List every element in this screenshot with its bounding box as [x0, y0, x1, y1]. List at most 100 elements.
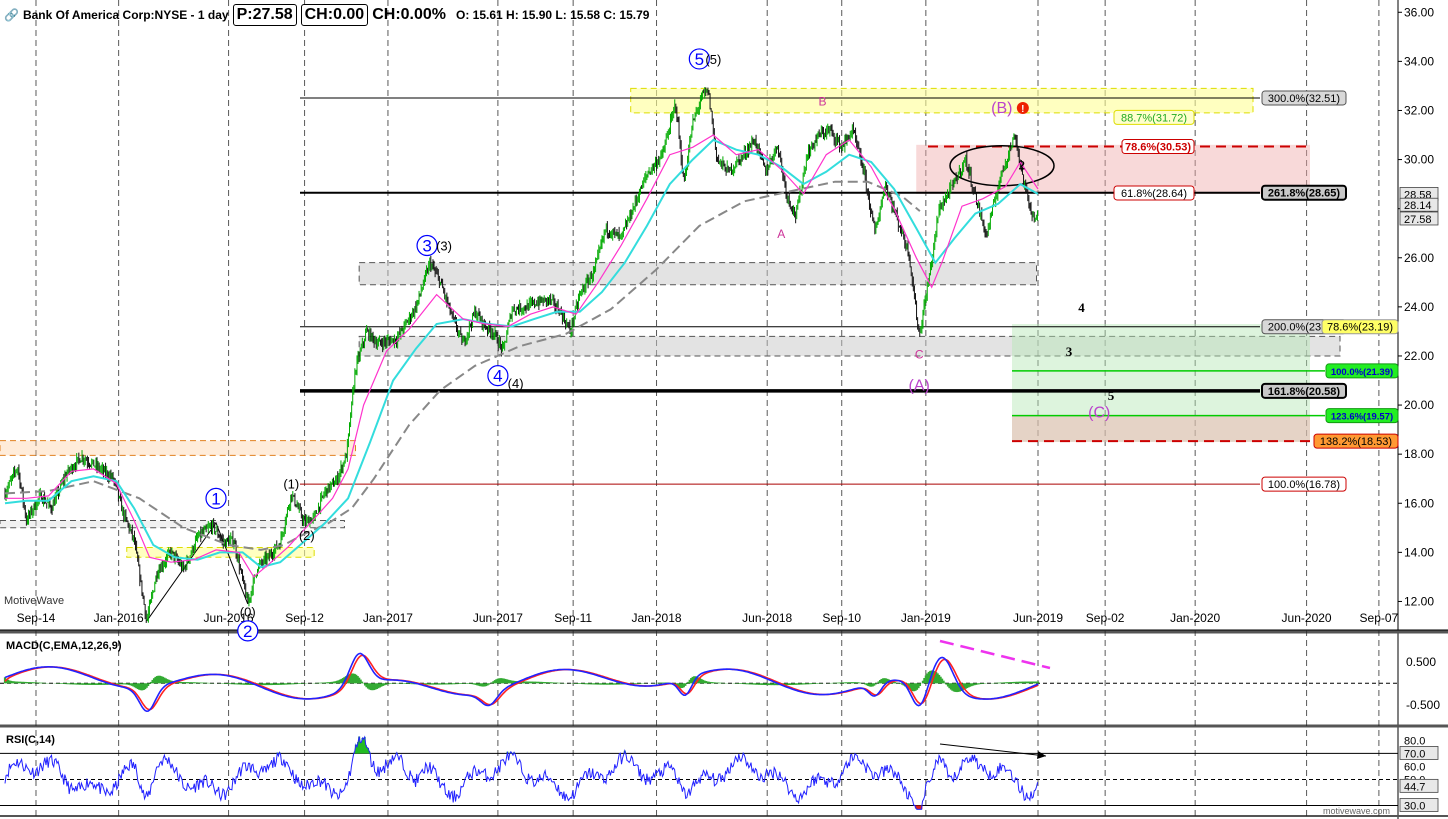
rsi-y-label: 44.7	[1404, 781, 1425, 793]
x-tick-label: Sep-11	[554, 611, 592, 625]
price-marker-label: 28.14	[1404, 200, 1432, 212]
fib-label-box	[1325, 363, 1399, 379]
rsi-marker	[1399, 746, 1439, 760]
support-zone	[358, 262, 1038, 286]
x-tick-label: Jun-2016	[204, 611, 254, 625]
alert-icon	[1016, 102, 1029, 115]
ma-mid-line	[4, 138, 1039, 569]
wave-label: 2	[1019, 157, 1026, 172]
x-tick-label: Sep-02	[1086, 611, 1125, 625]
y-tick-label: 22.00	[1404, 349, 1434, 363]
x-tick-label: Jun-2019	[1013, 611, 1063, 625]
wave-label: 1	[211, 489, 220, 508]
rsi-y-label: 30.0	[1404, 800, 1425, 812]
wave-label: (1)	[283, 477, 299, 492]
rsi-divergence-arrow	[1037, 751, 1046, 759]
chart-header: 🔗 Bank Of America Corp:NYSE - 1 day P:27…	[4, 3, 649, 27]
y-tick-label: 34.00	[1404, 54, 1434, 68]
x-tick-label: Sep-14	[17, 611, 56, 625]
fib-label: 78.6%(23.19)	[1327, 322, 1393, 334]
fib-label-box	[1121, 139, 1195, 155]
x-tick-label: Jan-2018	[632, 611, 682, 625]
wave-label: 3	[1066, 344, 1073, 359]
y-tick-label: 14.00	[1404, 545, 1434, 559]
x-tick-label: Sep-10	[822, 611, 861, 625]
wave-label: (B)	[991, 100, 1012, 117]
x-tick-label: Jun-2020	[1282, 611, 1332, 625]
macd-title: MACD(C,EMA,12,26,9)	[6, 640, 122, 652]
target-zone	[630, 87, 1254, 114]
fib-label-box	[1261, 476, 1347, 492]
y-tick-label: 24.00	[1404, 300, 1434, 314]
macd-y-label: 0.500	[1406, 655, 1436, 669]
fib-label: 61.8%(28.64)	[1121, 188, 1187, 200]
wave-label-circle	[416, 234, 438, 257]
target-zone	[1012, 324, 1310, 442]
y-tick-label: 32.00	[1404, 103, 1434, 117]
watermark: MotiveWave	[4, 595, 64, 607]
rsi-line	[4, 735, 1039, 810]
fib-label: 261.8%(28.65)	[1268, 188, 1340, 200]
rsi-marker	[1399, 798, 1439, 812]
fib-label-box	[1261, 90, 1347, 106]
x-tick-label: Jan-2017	[363, 611, 413, 625]
y-tick-label: 36.00	[1404, 5, 1434, 19]
ma-long-line	[4, 180, 921, 551]
rsi-y-label: 60.0	[1404, 761, 1425, 773]
wave-label-circle	[205, 487, 227, 509]
y-tick-label: 18.00	[1404, 447, 1434, 461]
change-readout: CH:0.00	[300, 4, 369, 26]
support-zone	[0, 519, 345, 529]
fib-label: 100.0%(16.78)	[1268, 479, 1340, 491]
y-tick-label: 20.00	[1404, 398, 1434, 412]
wave-label: C	[915, 348, 924, 362]
wave-label: (3)	[436, 238, 452, 253]
wave-line	[146, 521, 249, 622]
fib-label-box	[1325, 408, 1399, 424]
rsi-title: RSI(C,14)	[6, 734, 55, 746]
fib-label: 88.7%(31.72)	[1121, 112, 1187, 124]
wave-label: (2)	[299, 528, 315, 543]
x-tick-label: Sep-12	[285, 611, 324, 625]
link-icon[interactable]: 🔗	[4, 8, 19, 22]
wave-label: 2	[243, 622, 252, 641]
wave-label: 5	[1108, 388, 1115, 403]
wave-label: (4)	[508, 376, 524, 391]
price-marker	[1399, 211, 1439, 226]
resistance-zone	[0, 440, 356, 456]
fib-label: 78.6%(30.53)	[1125, 142, 1191, 154]
y-tick-label: 12.00	[1404, 594, 1434, 608]
wave-label: 3	[422, 236, 431, 255]
footer-brand: motivewave.com	[1323, 806, 1390, 816]
wave-label: (C)	[1088, 404, 1110, 421]
fib-label: 100.0%(21.39)	[1331, 367, 1393, 378]
target-zone	[1012, 414, 1310, 442]
y-tick-label: 26.00	[1404, 251, 1434, 265]
x-tick-label: Sep-07	[1360, 611, 1399, 625]
ohlc-readout: O: 15.61 H: 15.90 L: 15.58 C: 15.79	[456, 8, 650, 22]
fib-label: 300.0%(32.51)	[1268, 93, 1340, 105]
rsi-y-label: 70.0	[1404, 748, 1425, 760]
x-tick-label: Jan-2020	[1170, 611, 1220, 625]
price-readout: P:27.58	[232, 4, 297, 26]
fib-label-box	[1261, 184, 1347, 201]
support-zone	[358, 335, 1341, 357]
wave-label: (5)	[705, 52, 721, 67]
y-tick-label: 16.00	[1404, 496, 1434, 510]
fib-label-box	[1261, 382, 1347, 399]
price-marker	[1399, 197, 1439, 212]
y-tick-label: 30.00	[1404, 153, 1434, 167]
alert-icon-mark: !	[1021, 104, 1024, 115]
wave-label: (0)	[240, 604, 256, 619]
fib-label: 138.2%(18.53)	[1320, 436, 1392, 448]
ma-short-line	[5, 134, 1039, 578]
resistance-zone	[916, 144, 1310, 194]
wave-label: 4	[493, 367, 502, 386]
fib-label-box	[1313, 433, 1399, 449]
symbol-title: Bank Of America Corp:NYSE - 1 day	[22, 8, 229, 22]
wave-label: A	[777, 227, 785, 241]
rsi-marker	[1399, 778, 1439, 793]
rsi-divergence-line	[939, 743, 1047, 757]
wave-label: 5	[695, 50, 704, 69]
